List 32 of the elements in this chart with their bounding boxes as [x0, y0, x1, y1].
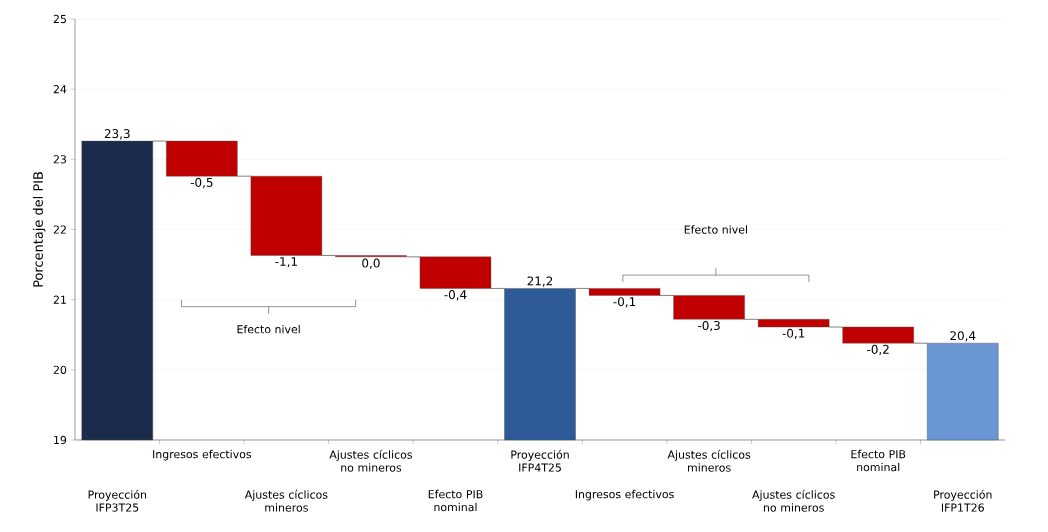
- data-label: -0,1: [613, 297, 636, 308]
- x-tick-label: Proyección IFP1T26: [934, 489, 992, 512]
- data-label: 23,3: [104, 129, 130, 140]
- y-tick-label: 21: [53, 295, 66, 304]
- x-tick-label: Ajustes cíclicos mineros: [244, 489, 328, 512]
- y-tick-label: 22: [53, 225, 66, 234]
- y-tick-label: 23: [53, 155, 67, 164]
- annotation: Efecto nivel: [237, 324, 300, 334]
- x-tick-label: Efecto PIB nominal: [428, 489, 483, 512]
- data-label: -0,3: [698, 321, 720, 332]
- data-label: 0,0: [362, 258, 380, 269]
- x-tick-label: Efecto PIB nominal: [851, 449, 906, 472]
- annotation: Efecto nivel: [684, 225, 747, 234]
- data-label: -0,1: [782, 328, 805, 339]
- x-tick-label: Proyección IFP3T25: [88, 489, 147, 512]
- x-tick-label: Ingresos efectivos: [575, 489, 674, 501]
- x-tick-label: Ajustes cíclicos mineros: [667, 449, 751, 472]
- data-label: 21,2: [527, 276, 553, 287]
- x-tick-label: Proyección IFP4T25: [511, 449, 569, 472]
- x-tick-label: Ajustes cíclicos no mineros: [329, 449, 412, 472]
- x-tick-label: Ajustes cíclicos no mineros: [752, 489, 835, 512]
- y-tick-label: 20: [53, 365, 67, 374]
- y-tick-label: 19: [54, 435, 67, 445]
- y-tick-label: 25: [53, 14, 66, 24]
- y-axis-title: Porcentaje del PIB: [32, 172, 46, 287]
- data-label: -0,2: [867, 344, 889, 356]
- y-tick-label: 24: [53, 85, 67, 94]
- x-tick-label: Ingresos efectivos: [153, 449, 252, 461]
- data-label: -0,5: [190, 177, 213, 189]
- data-label: -1,1: [275, 257, 297, 268]
- data-label: 20,4: [950, 331, 976, 342]
- data-label: -0,4: [444, 290, 467, 301]
